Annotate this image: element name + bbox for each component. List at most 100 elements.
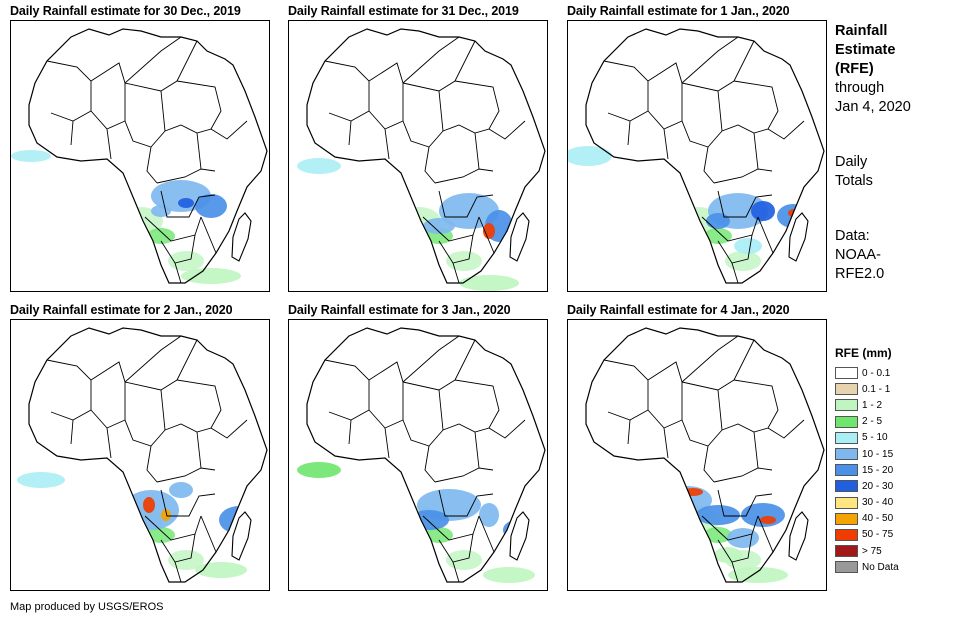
legend-swatch — [835, 431, 858, 444]
rainfall-area — [219, 506, 259, 534]
country-border — [210, 120, 248, 140]
legend-item: 2 - 5 — [835, 414, 963, 430]
rainfall-area — [339, 161, 379, 181]
country-border — [442, 379, 500, 433]
rainfall-area — [161, 509, 171, 521]
country-border — [681, 90, 723, 148]
country-border — [210, 419, 248, 439]
legend-item: 0 - 0.1 — [835, 365, 963, 381]
rainfall-area — [696, 505, 740, 525]
panel-title: Daily Rainfall estimate for 30 Dec., 201… — [10, 4, 241, 18]
country-border — [46, 359, 92, 421]
legend-swatch — [835, 512, 858, 525]
country-border — [46, 60, 92, 122]
rainfall-area — [446, 251, 482, 271]
panel-title: Daily Rainfall estimate for 4 Jan., 2020 — [567, 303, 790, 317]
country-border — [488, 419, 526, 439]
panel-title: Daily Rainfall estimate for 1 Jan., 2020 — [567, 4, 790, 18]
africa-map-svg — [297, 28, 546, 291]
country-border — [124, 389, 166, 447]
country-border — [681, 335, 739, 383]
country-border — [160, 533, 196, 563]
country-border — [757, 515, 774, 553]
africa-map-svg — [11, 28, 268, 284]
legend-item: 0.1 - 1 — [835, 381, 963, 397]
africa-coastline — [306, 327, 546, 583]
africa-coastline — [585, 327, 825, 583]
country-border — [438, 489, 494, 517]
country-border — [156, 467, 216, 483]
country-border — [160, 190, 216, 218]
country-border — [200, 216, 217, 254]
country-border — [721, 379, 779, 433]
country-border — [384, 128, 390, 160]
africa-map-svg — [568, 28, 825, 284]
country-border — [731, 561, 739, 583]
country-border — [174, 561, 182, 583]
country-border — [200, 515, 217, 553]
legend-label: 5 - 10 — [862, 432, 888, 444]
rainfall-area — [683, 488, 703, 496]
country-border — [627, 120, 631, 146]
country-border — [160, 489, 216, 517]
rainfall-area — [178, 198, 194, 208]
land-rainfall — [339, 161, 524, 271]
rainfall-area — [143, 497, 155, 513]
rainfall-area — [423, 218, 455, 234]
legend-swatch — [835, 399, 858, 412]
map-credit: Map produced by USGS/EROS — [10, 601, 164, 613]
rainfall-area — [17, 472, 65, 488]
madagascar-coastline — [509, 212, 530, 262]
country-border — [124, 40, 198, 92]
country-border — [438, 190, 494, 218]
country-border — [422, 216, 480, 242]
legend-label: 30 - 40 — [862, 497, 894, 509]
country-border — [348, 419, 352, 445]
country-border — [647, 361, 683, 429]
country-border — [434, 467, 494, 483]
country-border — [402, 36, 460, 84]
country-border — [106, 128, 112, 160]
legend-item: 30 - 40 — [835, 495, 963, 511]
africa-coastline — [306, 28, 546, 284]
ocean-rainfall — [11, 150, 241, 284]
rainfall-area — [395, 542, 423, 558]
country-border — [721, 80, 779, 134]
legend-swatch — [835, 496, 858, 509]
legend-item: 20 - 30 — [835, 478, 963, 494]
country-border — [368, 62, 404, 130]
country-border — [402, 90, 444, 148]
rainfall-area — [117, 522, 145, 542]
rainfall-area — [704, 228, 732, 244]
country-borders — [603, 36, 805, 284]
country-border — [603, 60, 649, 122]
madagascar-coastline — [788, 212, 809, 262]
madagascar-coastline — [231, 212, 252, 262]
rainfall-area — [105, 196, 137, 216]
land-rainfall — [368, 468, 531, 570]
rainfall-map — [288, 319, 548, 591]
ocean-rainfall — [297, 158, 519, 291]
panel-title: Daily Rainfall estimate for 31 Dec., 201… — [288, 4, 519, 18]
country-border — [70, 419, 74, 445]
rainfall-area — [727, 528, 759, 548]
rainfall-area — [233, 521, 245, 529]
country-border — [438, 234, 474, 264]
country-border — [324, 60, 370, 122]
legend-item: > 75 — [835, 543, 963, 559]
country-border — [124, 90, 166, 148]
rainfall-area — [608, 163, 648, 179]
rainfall-area — [297, 462, 341, 478]
rainfall-map — [10, 20, 270, 292]
rainfall-area — [409, 510, 449, 530]
rainfall-area — [751, 201, 775, 221]
country-borders — [46, 36, 248, 284]
panel-title: Daily Rainfall estimate for 2 Jan., 2020 — [10, 303, 233, 317]
ocean-rainfall — [297, 462, 535, 583]
country-border — [144, 515, 202, 541]
legend-label: 40 - 50 — [862, 513, 894, 525]
land-rainfall — [53, 171, 251, 271]
country-borders — [603, 335, 805, 583]
country-border — [703, 445, 715, 483]
rainfall-area — [483, 567, 535, 583]
